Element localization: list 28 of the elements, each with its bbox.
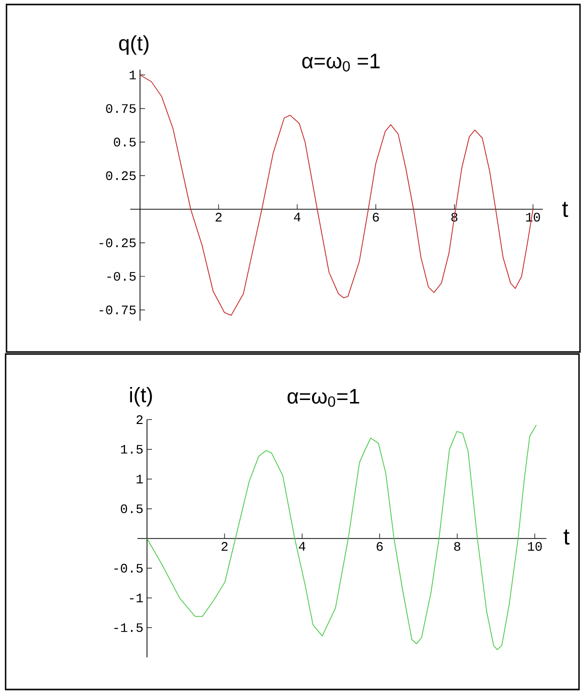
x-tick-label: 4 <box>298 542 306 551</box>
chart-title: α=ω$_{0}$=1 <box>288 389 360 407</box>
y-tick-label: -0.5 <box>114 564 143 573</box>
y-tick-label: -0.25 <box>100 238 136 248</box>
y-tick-label: 1.5 <box>121 444 143 454</box>
y-tick-label: 0.25 <box>106 171 136 180</box>
y-axis-title: q(t) <box>119 35 148 55</box>
y-tick-label: 2 <box>136 415 143 424</box>
y-tick-label: -0.5 <box>107 272 136 281</box>
x-tick-label: 8 <box>454 542 460 551</box>
x-axis-title: t <box>564 530 570 545</box>
x-tick-label: 6 <box>376 542 383 551</box>
y-axis-title: i(t) <box>130 386 152 407</box>
x-tick-label: 4 <box>294 212 300 222</box>
x-tick-label: 2 <box>216 212 222 222</box>
y-tick-label: 0.5 <box>114 138 136 147</box>
x-tick-label: 2 <box>222 542 228 551</box>
y-tick-label: -1 <box>130 594 143 602</box>
x-axis-title: t <box>562 202 568 217</box>
y-tick-label: 1 <box>136 474 143 484</box>
x-tick-label: 6 <box>372 212 379 222</box>
chart-title: α=ω$_{0}$ =1 <box>302 54 380 72</box>
y-tick-label: 0.5 <box>120 504 143 514</box>
y-tick-label: 1 <box>130 70 136 80</box>
x-tick-label: 10 <box>528 542 542 551</box>
y-tick-label: -0.75 <box>100 306 136 314</box>
y-tick-label: -1.5 <box>114 623 143 632</box>
y-tick-label: 0.75 <box>106 104 136 113</box>
